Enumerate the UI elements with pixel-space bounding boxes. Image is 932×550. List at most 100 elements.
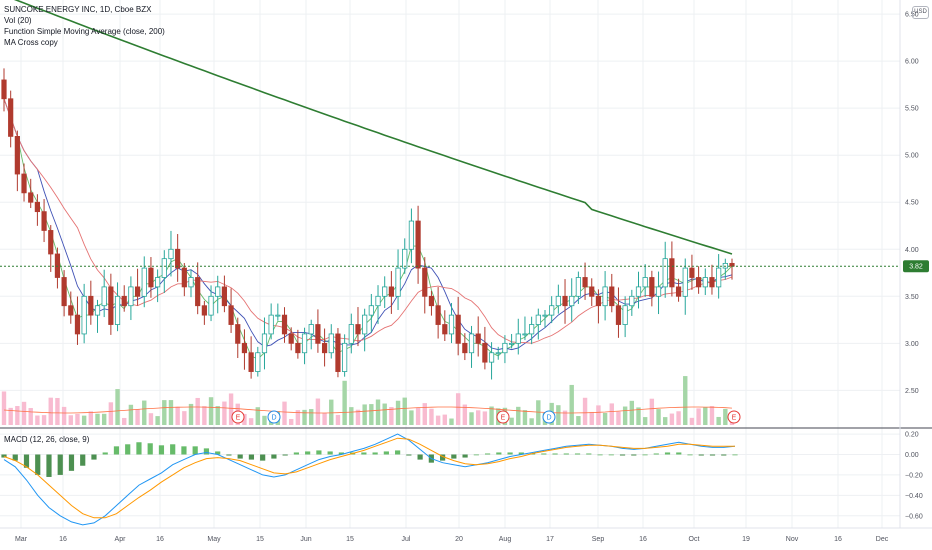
volume-bar (195, 397, 200, 425)
candle-body (709, 277, 715, 288)
volume-bar (395, 400, 401, 425)
macd-histogram-bar (676, 452, 682, 455)
candle-body (34, 201, 40, 213)
macd-histogram-bar (383, 451, 389, 455)
macd-histogram-bar (462, 454, 468, 458)
candle-body (529, 324, 535, 335)
price-tick-label: 6.00 (905, 59, 919, 66)
candle-body (161, 258, 167, 278)
candle-body (515, 333, 521, 344)
candle-body (402, 248, 408, 269)
volume-bar (442, 414, 448, 425)
volume-bar (529, 418, 534, 425)
candle-body (435, 305, 441, 325)
candle-body (408, 220, 415, 250)
volume-bar (716, 416, 721, 425)
candle-body (215, 286, 221, 297)
volume-bar (175, 406, 180, 425)
price-axis[interactable]: 6.50 6.00 5.50 5.00 4.50 4.00 3.50 3.00 2.50 (905, 12, 919, 395)
price-tick-label: 2.50 (905, 388, 919, 395)
volume-bar (215, 406, 220, 425)
macd-axis[interactable]: 0.20 0.00 −0.20 −0.40 −0.60 (905, 432, 923, 521)
time-label: Nov (786, 536, 799, 543)
time-axis[interactable]: Mar 16 Apr 16 May 15 Jun 15 Jul 20 Aug 17 Sep 16 Oct 19… (15, 536, 889, 543)
volume-bar (148, 413, 154, 425)
candle-body (642, 277, 648, 288)
last-price-badge (903, 260, 929, 273)
candle-body (669, 258, 675, 288)
time-label: 15 (256, 536, 264, 543)
volume-bar (248, 418, 254, 425)
macd-histogram-bar (484, 453, 491, 455)
macd-histogram-bar (1, 454, 7, 458)
candle-body (188, 277, 194, 288)
ma-cross-study-label[interactable]: MA Cross copy (4, 38, 58, 47)
time-label: 15 (346, 536, 354, 543)
macd-histogram-bar (305, 451, 311, 455)
volume-bar (101, 413, 107, 425)
macd-histogram-bar (192, 446, 198, 455)
candle-body (428, 295, 435, 307)
macd-study-label[interactable]: MACD (12, 26, close, 9) (4, 435, 90, 444)
earnings-marker[interactable] (727, 410, 741, 424)
macd-histogram-bar (158, 445, 165, 455)
candle-body (535, 314, 541, 325)
macd-histogram-bar (417, 454, 423, 460)
candle-body (562, 295, 568, 307)
sma-study-label[interactable]: Function Simple Moving Average (close, 2… (4, 27, 165, 36)
volume-bar (315, 398, 321, 425)
candle-body (462, 342, 468, 354)
candle-body (275, 314, 281, 317)
earnings-marker[interactable] (496, 410, 510, 424)
dividend-marker[interactable] (542, 410, 556, 424)
candle-body (281, 314, 288, 335)
candle-body (121, 295, 127, 307)
volume-bar (81, 415, 87, 425)
dividend-marker[interactable] (267, 410, 281, 424)
candle-body (388, 286, 394, 297)
candle-body (542, 314, 548, 317)
candle-body (382, 286, 388, 297)
macd-histogram-bar (57, 454, 63, 475)
earnings-marker[interactable] (231, 410, 245, 424)
volume-bar (556, 405, 561, 425)
grid-lines (0, 0, 900, 528)
volume-bar (168, 400, 174, 425)
candle-body (21, 173, 27, 194)
volume-bar (596, 405, 601, 425)
candle-body (549, 305, 555, 316)
macd-histogram-bar (327, 451, 333, 455)
dividend-marker-label: D (546, 415, 551, 422)
macd-histogram-bar (518, 452, 524, 455)
candle-body (28, 192, 34, 203)
candle-body (368, 305, 374, 316)
macd-tick-label: 0.00 (905, 452, 919, 459)
macd-histogram-bar (338, 452, 344, 455)
volume-bar (676, 411, 681, 425)
time-label: Sep (592, 536, 605, 543)
sma-200-line (13, 0, 733, 255)
volume-bar (35, 415, 40, 425)
volume-bar (389, 407, 394, 425)
currency-badge[interactable]: USD (912, 6, 929, 19)
macd-histogram-bar (226, 454, 232, 456)
volume-study-label[interactable]: Vol (20) (4, 16, 32, 25)
candle-body (68, 305, 74, 316)
candle-body (74, 314, 81, 335)
volume-bar (48, 397, 53, 425)
time-label: Apr (115, 536, 127, 543)
volume-bar (61, 406, 67, 425)
candlestick-series (1, 68, 735, 380)
price-tick-label: 6.50 (905, 12, 919, 19)
macd-histogram-bar (653, 453, 659, 455)
volume-bar (222, 401, 227, 425)
candle-body (315, 324, 321, 344)
symbol-title[interactable]: SUNCOKE ENERGY INC, 1D, Cboe BZX (4, 5, 152, 14)
volume-bar (242, 413, 247, 425)
candle-body (268, 314, 274, 335)
volume-bar (709, 406, 715, 425)
price-tick-label: 3.50 (905, 294, 919, 301)
candle-body (134, 286, 141, 297)
